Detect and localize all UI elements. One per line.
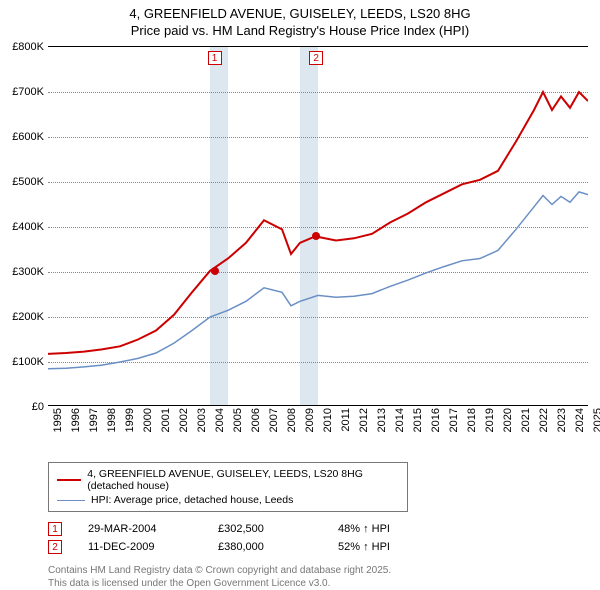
x-tick-label: 2016 bbox=[430, 408, 442, 432]
x-tick-label: 2006 bbox=[250, 408, 262, 432]
footnote-line2: This data is licensed under the Open Gov… bbox=[48, 577, 600, 590]
x-tick-label: 2005 bbox=[232, 408, 244, 432]
x-tick-label: 2025 bbox=[592, 408, 600, 432]
x-tick-label: 1996 bbox=[70, 408, 82, 432]
x-tick-label: 2023 bbox=[556, 408, 568, 432]
x-tick-label: 2001 bbox=[160, 408, 172, 432]
x-tick-label: 2022 bbox=[538, 408, 550, 432]
sale-marker-box: 2 bbox=[309, 51, 323, 65]
x-tick-label: 2018 bbox=[466, 408, 478, 432]
legend-label: 4, GREENFIELD AVENUE, GUISELEY, LEEDS, L… bbox=[87, 468, 399, 492]
x-tick-label: 2021 bbox=[520, 408, 532, 432]
y-tick-label: £300K bbox=[0, 266, 44, 278]
sale-marker-box: 1 bbox=[208, 51, 222, 65]
y-tick-label: £100K bbox=[0, 356, 44, 368]
transaction-hpi-pct: 52% ↑ HPI bbox=[338, 541, 458, 553]
transaction-row: 1 29-MAR-2004£302,50048% ↑ HPI bbox=[48, 520, 600, 538]
legend-swatch bbox=[57, 500, 85, 501]
chart-plot-area: £0£100K£200K£300K£400K£500K£600K£700K£80… bbox=[48, 46, 588, 406]
x-tick-label: 2000 bbox=[142, 408, 154, 432]
y-tick-label: £700K bbox=[0, 86, 44, 98]
legend-row: HPI: Average price, detached house, Leed… bbox=[57, 493, 399, 507]
x-tick-label: 2007 bbox=[268, 408, 280, 432]
transaction-date: 11-DEC-2009 bbox=[88, 541, 218, 553]
transaction-date: 29-MAR-2004 bbox=[88, 523, 218, 535]
chart-subtitle: Price paid vs. HM Land Registry's House … bbox=[0, 21, 600, 38]
legend-row: 4, GREENFIELD AVENUE, GUISELEY, LEEDS, L… bbox=[57, 467, 399, 493]
footnote-line1: Contains HM Land Registry data © Crown c… bbox=[48, 564, 600, 577]
sale-dot bbox=[211, 267, 219, 275]
x-tick-label: 2004 bbox=[214, 408, 226, 432]
y-tick-label: £800K bbox=[0, 41, 44, 53]
y-tick-label: £500K bbox=[0, 176, 44, 188]
chart-legend: 4, GREENFIELD AVENUE, GUISELEY, LEEDS, L… bbox=[48, 462, 408, 512]
x-tick-label: 1999 bbox=[124, 408, 136, 432]
x-tick-label: 2017 bbox=[448, 408, 460, 432]
x-tick-label: 2024 bbox=[574, 408, 586, 432]
transaction-index-box: 1 bbox=[48, 522, 62, 536]
y-tick-label: £400K bbox=[0, 221, 44, 233]
x-tick-label: 2003 bbox=[196, 408, 208, 432]
chart-lines bbox=[48, 47, 588, 407]
x-tick-label: 2008 bbox=[286, 408, 298, 432]
chart-title: 4, GREENFIELD AVENUE, GUISELEY, LEEDS, L… bbox=[0, 0, 600, 21]
x-tick-label: 2013 bbox=[376, 408, 388, 432]
x-axis-labels: 1995 1996 1997 1998 1999 2000 2001 2002 2003 2004… bbox=[48, 408, 588, 458]
x-tick-label: 2009 bbox=[304, 408, 316, 432]
x-tick-label: 2014 bbox=[394, 408, 406, 432]
y-tick-label: £600K bbox=[0, 131, 44, 143]
y-tick-label: £200K bbox=[0, 311, 44, 323]
y-tick-label: £0 bbox=[0, 401, 44, 413]
x-tick-label: 1997 bbox=[88, 408, 100, 432]
legend-swatch bbox=[57, 479, 81, 481]
x-tick-label: 2019 bbox=[484, 408, 496, 432]
transaction-row: 2 11-DEC-2009£380,00052% ↑ HPI bbox=[48, 538, 600, 556]
series-address_price bbox=[48, 92, 588, 354]
sale-dot bbox=[312, 232, 320, 240]
x-tick-label: 2012 bbox=[358, 408, 370, 432]
x-tick-label: 2002 bbox=[178, 408, 190, 432]
x-tick-label: 2011 bbox=[340, 408, 352, 432]
x-tick-label: 2015 bbox=[412, 408, 424, 432]
transactions-table: 1 29-MAR-2004£302,50048% ↑ HPI 2 11-DEC-200… bbox=[48, 520, 600, 556]
legend-label: HPI: Average price, detached house, Leed… bbox=[91, 494, 293, 506]
x-tick-label: 2020 bbox=[502, 408, 514, 432]
x-tick-label: 2010 bbox=[322, 408, 334, 432]
x-tick-label: 1998 bbox=[106, 408, 118, 432]
transaction-price: £380,000 bbox=[218, 541, 338, 553]
footnote: Contains HM Land Registry data © Crown c… bbox=[48, 564, 600, 590]
x-tick-label: 1995 bbox=[52, 408, 64, 432]
transaction-hpi-pct: 48% ↑ HPI bbox=[338, 523, 458, 535]
transaction-index-box: 2 bbox=[48, 540, 62, 554]
transaction-price: £302,500 bbox=[218, 523, 338, 535]
